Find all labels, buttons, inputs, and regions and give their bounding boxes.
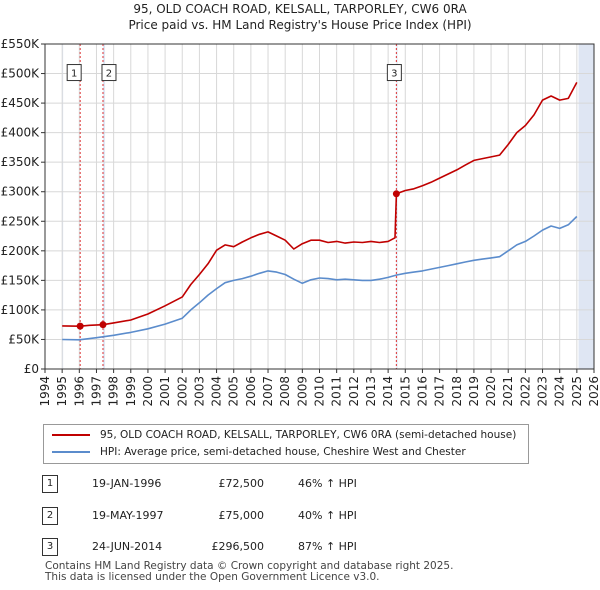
property-series-line	[62, 82, 578, 328]
x-tick-label: 2023	[536, 376, 550, 407]
sale-date: 24-JUN-2014	[92, 540, 163, 553]
x-tick-label: 2007	[261, 376, 275, 407]
sale-hpi-change: 87% ↑ HPI	[298, 540, 357, 553]
y-tick-label: £550K	[1, 37, 41, 51]
plot-frame	[44, 43, 595, 370]
x-tick-label: 2003	[192, 376, 206, 407]
x-tick-label: 2004	[210, 376, 224, 407]
x-tick-label: 2000	[141, 376, 155, 407]
x-tick-label: 1995	[55, 376, 69, 407]
property-line-swatch	[52, 434, 90, 436]
sale-hpi-change: 46% ↑ HPI	[298, 477, 357, 490]
sale-price: £72,500	[218, 477, 265, 490]
y-tick-label: £0	[24, 362, 39, 376]
x-tick-label: 2026	[587, 376, 600, 407]
x-tick-label: 1997	[89, 376, 103, 407]
x-tick-label: 2005	[227, 376, 241, 407]
y-tick-label: £400K	[1, 126, 41, 140]
x-tick-label: 2006	[244, 376, 258, 407]
x-tick-label: 2024	[553, 376, 567, 407]
x-tick-label: 2013	[364, 376, 378, 407]
sale-label-number: 2	[106, 69, 112, 80]
sale-number-badge: 3	[42, 538, 58, 556]
x-tick-label: 2001	[158, 376, 172, 407]
hpi-series-line	[62, 215, 578, 341]
sale-label-box	[66, 64, 82, 82]
y-tick-label: £50K	[8, 332, 40, 346]
sale-price: £75,000	[218, 509, 265, 522]
chart-subtitle: Price paid vs. HM Land Registry's House …	[128, 18, 472, 32]
sale-label-number: 3	[391, 69, 397, 80]
x-tick-label: 2025	[570, 376, 584, 407]
shaded-band	[396, 44, 398, 369]
legend-property-label: 95, OLD COACH ROAD, KELSALL, TARPORLEY, …	[100, 429, 517, 441]
x-tick-label: 2011	[330, 376, 344, 407]
x-tick-label: 2018	[450, 376, 464, 407]
y-tick-label: £100K	[1, 303, 41, 317]
x-tick-label: 1994	[38, 376, 52, 407]
x-tick-label: 1999	[124, 376, 138, 407]
x-tick-label: 2012	[347, 376, 361, 407]
x-tick-label: 2008	[278, 376, 292, 407]
y-tick-label: £500K	[1, 67, 41, 81]
hpi-line-swatch	[52, 451, 90, 453]
shaded-band	[578, 44, 594, 369]
x-tick-label: 2019	[467, 376, 481, 407]
sale-row-3: 3 24-JUN-2014 £296,500 87% ↑ HPI	[42, 538, 462, 556]
x-tick-label: 1998	[107, 376, 121, 407]
sale-hpi-change: 40% ↑ HPI	[298, 509, 357, 522]
x-tick-label: 2016	[415, 376, 429, 407]
x-tick-label: 2017	[433, 376, 447, 407]
sale-row-1: 1 19-JAN-1996 £72,500 46% ↑ HPI	[42, 475, 462, 493]
y-tick-label: £350K	[1, 155, 41, 169]
y-tick-label: £300K	[1, 185, 41, 199]
footer-copyright: Contains HM Land Registry data © Crown c…	[45, 560, 454, 572]
sale-label-number: 1	[71, 69, 77, 80]
footer-attribution: Contains HM Land Registry data © Crown c…	[45, 561, 453, 583]
sale-price: £296,500	[211, 540, 265, 553]
x-tick-label: 2015	[398, 376, 412, 407]
chart-title: 95, OLD COACH ROAD, KELSALL, TARPORLEY, …	[133, 2, 467, 16]
y-tick-label: £200K	[1, 244, 41, 258]
footer-licence: This data is licensed under the Open Gov…	[45, 571, 380, 583]
x-tick-label: 2022	[518, 376, 532, 407]
x-tick-label: 2014	[381, 376, 395, 407]
sale-number-badge: 2	[42, 507, 58, 525]
x-tick-label: 2021	[501, 376, 515, 407]
x-tick-label: 2002	[175, 376, 189, 407]
legend-item-hpi: HPI: Average price, semi-detached house,…	[52, 444, 466, 460]
legend-hpi-label: HPI: Average price, semi-detached house,…	[100, 446, 466, 458]
sale-label-box	[386, 64, 402, 82]
sale-date: 19-JAN-1996	[92, 477, 162, 490]
sale-point	[392, 190, 400, 198]
x-tick-label: 2020	[484, 376, 498, 407]
y-tick-label: £150K	[1, 273, 41, 287]
sale-point	[99, 321, 107, 329]
sale-row-2: 2 19-MAY-1997 £75,000 40% ↑ HPI	[42, 507, 462, 525]
y-tick-label: £250K	[1, 214, 41, 228]
chart-legend: 95, OLD COACH ROAD, KELSALL, TARPORLEY, …	[43, 424, 529, 464]
sale-label-box	[101, 64, 117, 82]
sale-date: 19-MAY-1997	[92, 509, 164, 522]
price-chart: £0 £50K £100K £150K £200K £250K £300K £350K £400…	[1, 37, 600, 407]
x-tick-label: 2009	[295, 376, 309, 407]
y-tick-label: £450K	[1, 96, 41, 110]
x-tick-label: 2010	[313, 376, 327, 407]
legend-item-property: 95, OLD COACH ROAD, KELSALL, TARPORLEY, …	[52, 427, 516, 443]
sale-point	[76, 322, 84, 330]
sale-number-badge: 1	[42, 475, 58, 493]
x-tick-label: 1996	[72, 376, 86, 407]
shaded-band	[102, 44, 106, 369]
